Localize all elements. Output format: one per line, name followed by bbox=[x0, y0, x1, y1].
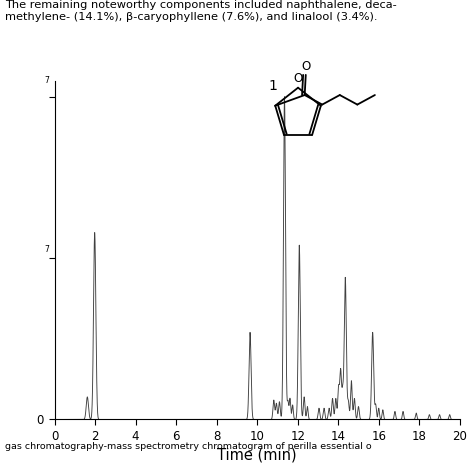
Text: O: O bbox=[293, 72, 303, 85]
Text: O: O bbox=[301, 60, 310, 73]
Text: The remaining noteworthy components included naphthalene, deca-
methylene- (14.1: The remaining noteworthy components incl… bbox=[5, 0, 396, 22]
Text: $^7$: $^7$ bbox=[44, 75, 50, 86]
Text: $^7$: $^7$ bbox=[44, 245, 50, 255]
X-axis label: Time (min): Time (min) bbox=[218, 447, 297, 462]
Text: 1: 1 bbox=[269, 80, 278, 93]
Text: gas chromatography-mass spectrometry chromatogram of perilla essential o: gas chromatography-mass spectrometry chr… bbox=[5, 442, 371, 451]
